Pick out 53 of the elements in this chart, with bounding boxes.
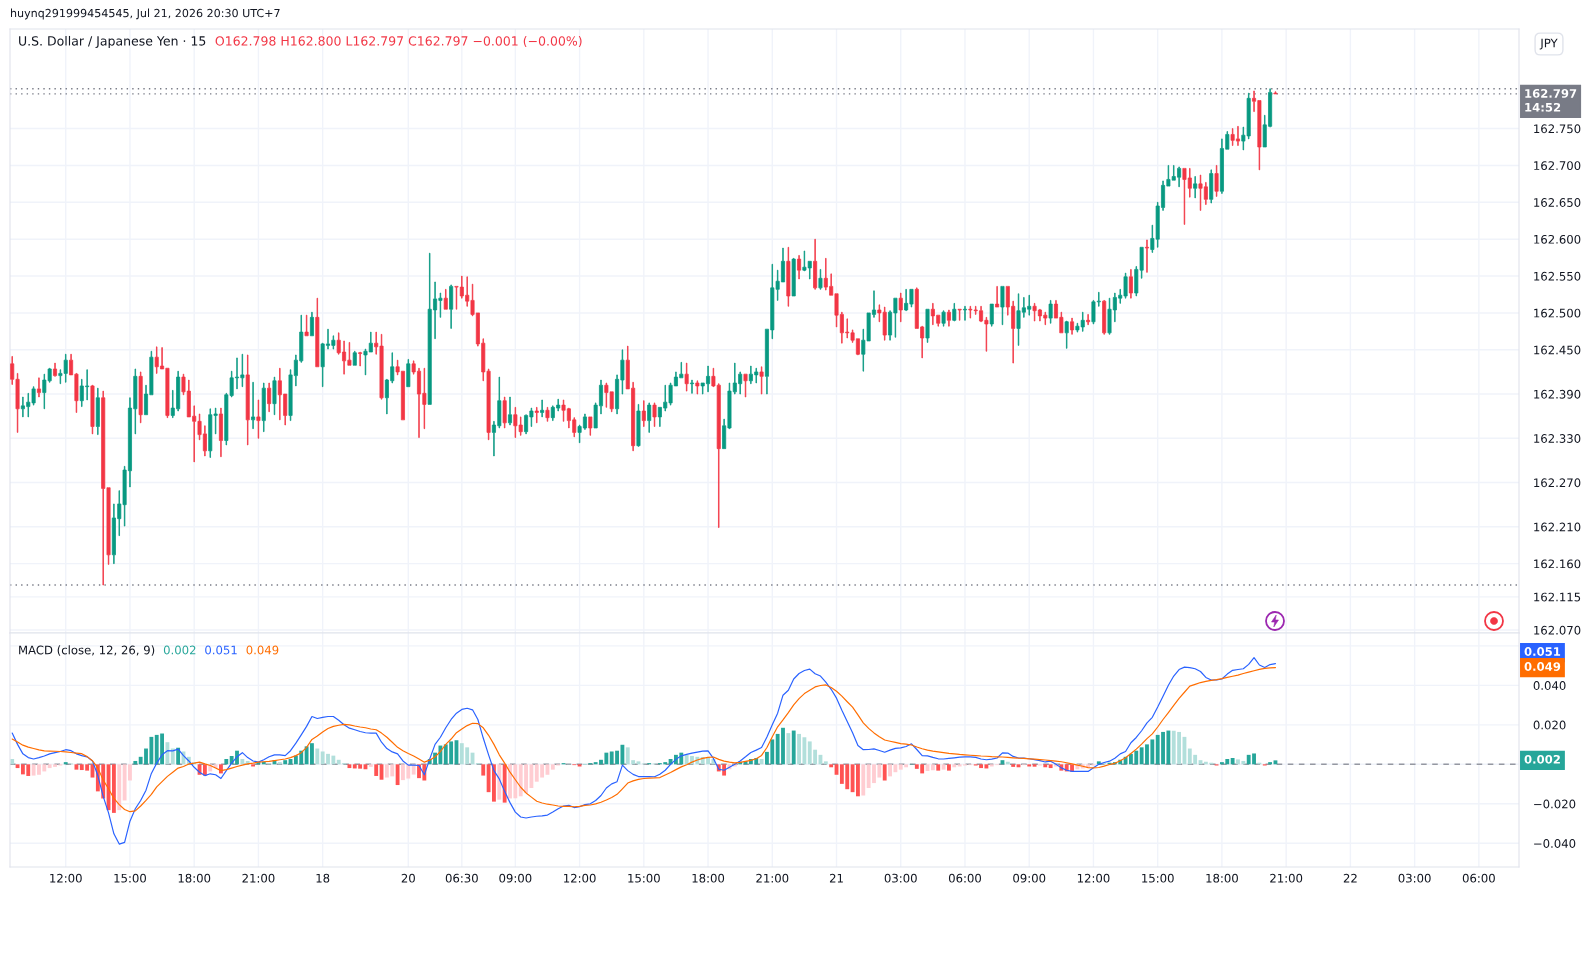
y-tick-label: 162.450: [1534, 345, 1581, 355]
y-tick-label: 162.600: [1534, 234, 1581, 244]
y-tick-label: 162.160: [1534, 559, 1581, 569]
y-tick-label: 162.700: [1534, 161, 1581, 171]
y-tick-label: 162.270: [1534, 478, 1581, 488]
y-tick-label: −0.040: [1534, 839, 1576, 848]
y-tick-label: 162.390: [1534, 389, 1581, 399]
y-tick-label: 162.500: [1534, 308, 1581, 318]
y-tick-label: 162.750: [1534, 124, 1581, 134]
y-tick-label: 162.550: [1534, 271, 1581, 281]
x-tick-label: 22: [1343, 873, 1357, 883]
x-tick-label: 21:00: [242, 873, 275, 883]
x-tick-label: 12:00: [1077, 873, 1110, 883]
x-tick-label: 15:00: [114, 873, 146, 883]
x-tick-label: 15:00: [628, 873, 660, 883]
x-tick-label: 20: [401, 873, 415, 883]
text: huynq291999454545, Jul 21, 2026 20:30 UTC+7: [11, 8, 280, 20]
y-tick-label: 162.070: [1534, 625, 1581, 635]
text: 0.049: [1524, 662, 1561, 671]
x-tick-label: 12:00: [564, 873, 596, 883]
y-tick-label: −0.020: [1534, 799, 1576, 809]
x-tick-label: 18:00: [1206, 873, 1238, 883]
x-tick-label: 15:00: [1142, 873, 1174, 883]
annotation: 0.002: [163, 645, 196, 655]
x-tick-label: 21:00: [756, 873, 789, 883]
x-tick-label: 03:00: [884, 873, 917, 883]
y-tick-label: 162.330: [1534, 434, 1581, 443]
y-tick-label: 162.210: [1534, 522, 1581, 532]
x-tick-label: 06:00: [948, 873, 982, 883]
x-tick-label: 06:30: [445, 873, 478, 883]
x-tick-label: 18: [316, 873, 330, 883]
text: MACD (close, 12, 26, 9): [19, 645, 155, 656]
annotation: 0.049: [246, 645, 279, 655]
annotation: 0.051: [205, 645, 237, 655]
x-tick-label: 09:00: [1013, 873, 1046, 883]
x-tick-label: 21: [829, 873, 843, 883]
y-tick-label: 162.650: [1534, 198, 1581, 207]
x-tick-label: 06:00: [1462, 873, 1495, 883]
x-tick-label: 09:00: [499, 873, 532, 883]
x-tick-label: 21:00: [1270, 873, 1303, 883]
text: 0.002: [1524, 754, 1560, 764]
ref-line-label: 162.797 14:52: [1525, 88, 1577, 112]
text: O162.798 H162.800 L162.797 C162.797 −0.001 (−0.00%): [215, 35, 582, 48]
x-tick-label: 18:00: [692, 873, 725, 883]
y-axis-title: JPY: [1539, 38, 1558, 50]
text: U.S. Dollar / Japanese Yen · 15: [19, 35, 206, 49]
x-tick-label: 12:00: [50, 873, 82, 883]
x-tick-label: 03:00: [1398, 873, 1431, 883]
y-tick-label: 162.115: [1534, 592, 1581, 602]
x-tick-label: 18:00: [178, 873, 211, 883]
y-tick-label: 0.040: [1533, 681, 1566, 690]
text: 0.051: [1524, 647, 1561, 656]
y-tick-label: 0.020: [1533, 720, 1566, 730]
